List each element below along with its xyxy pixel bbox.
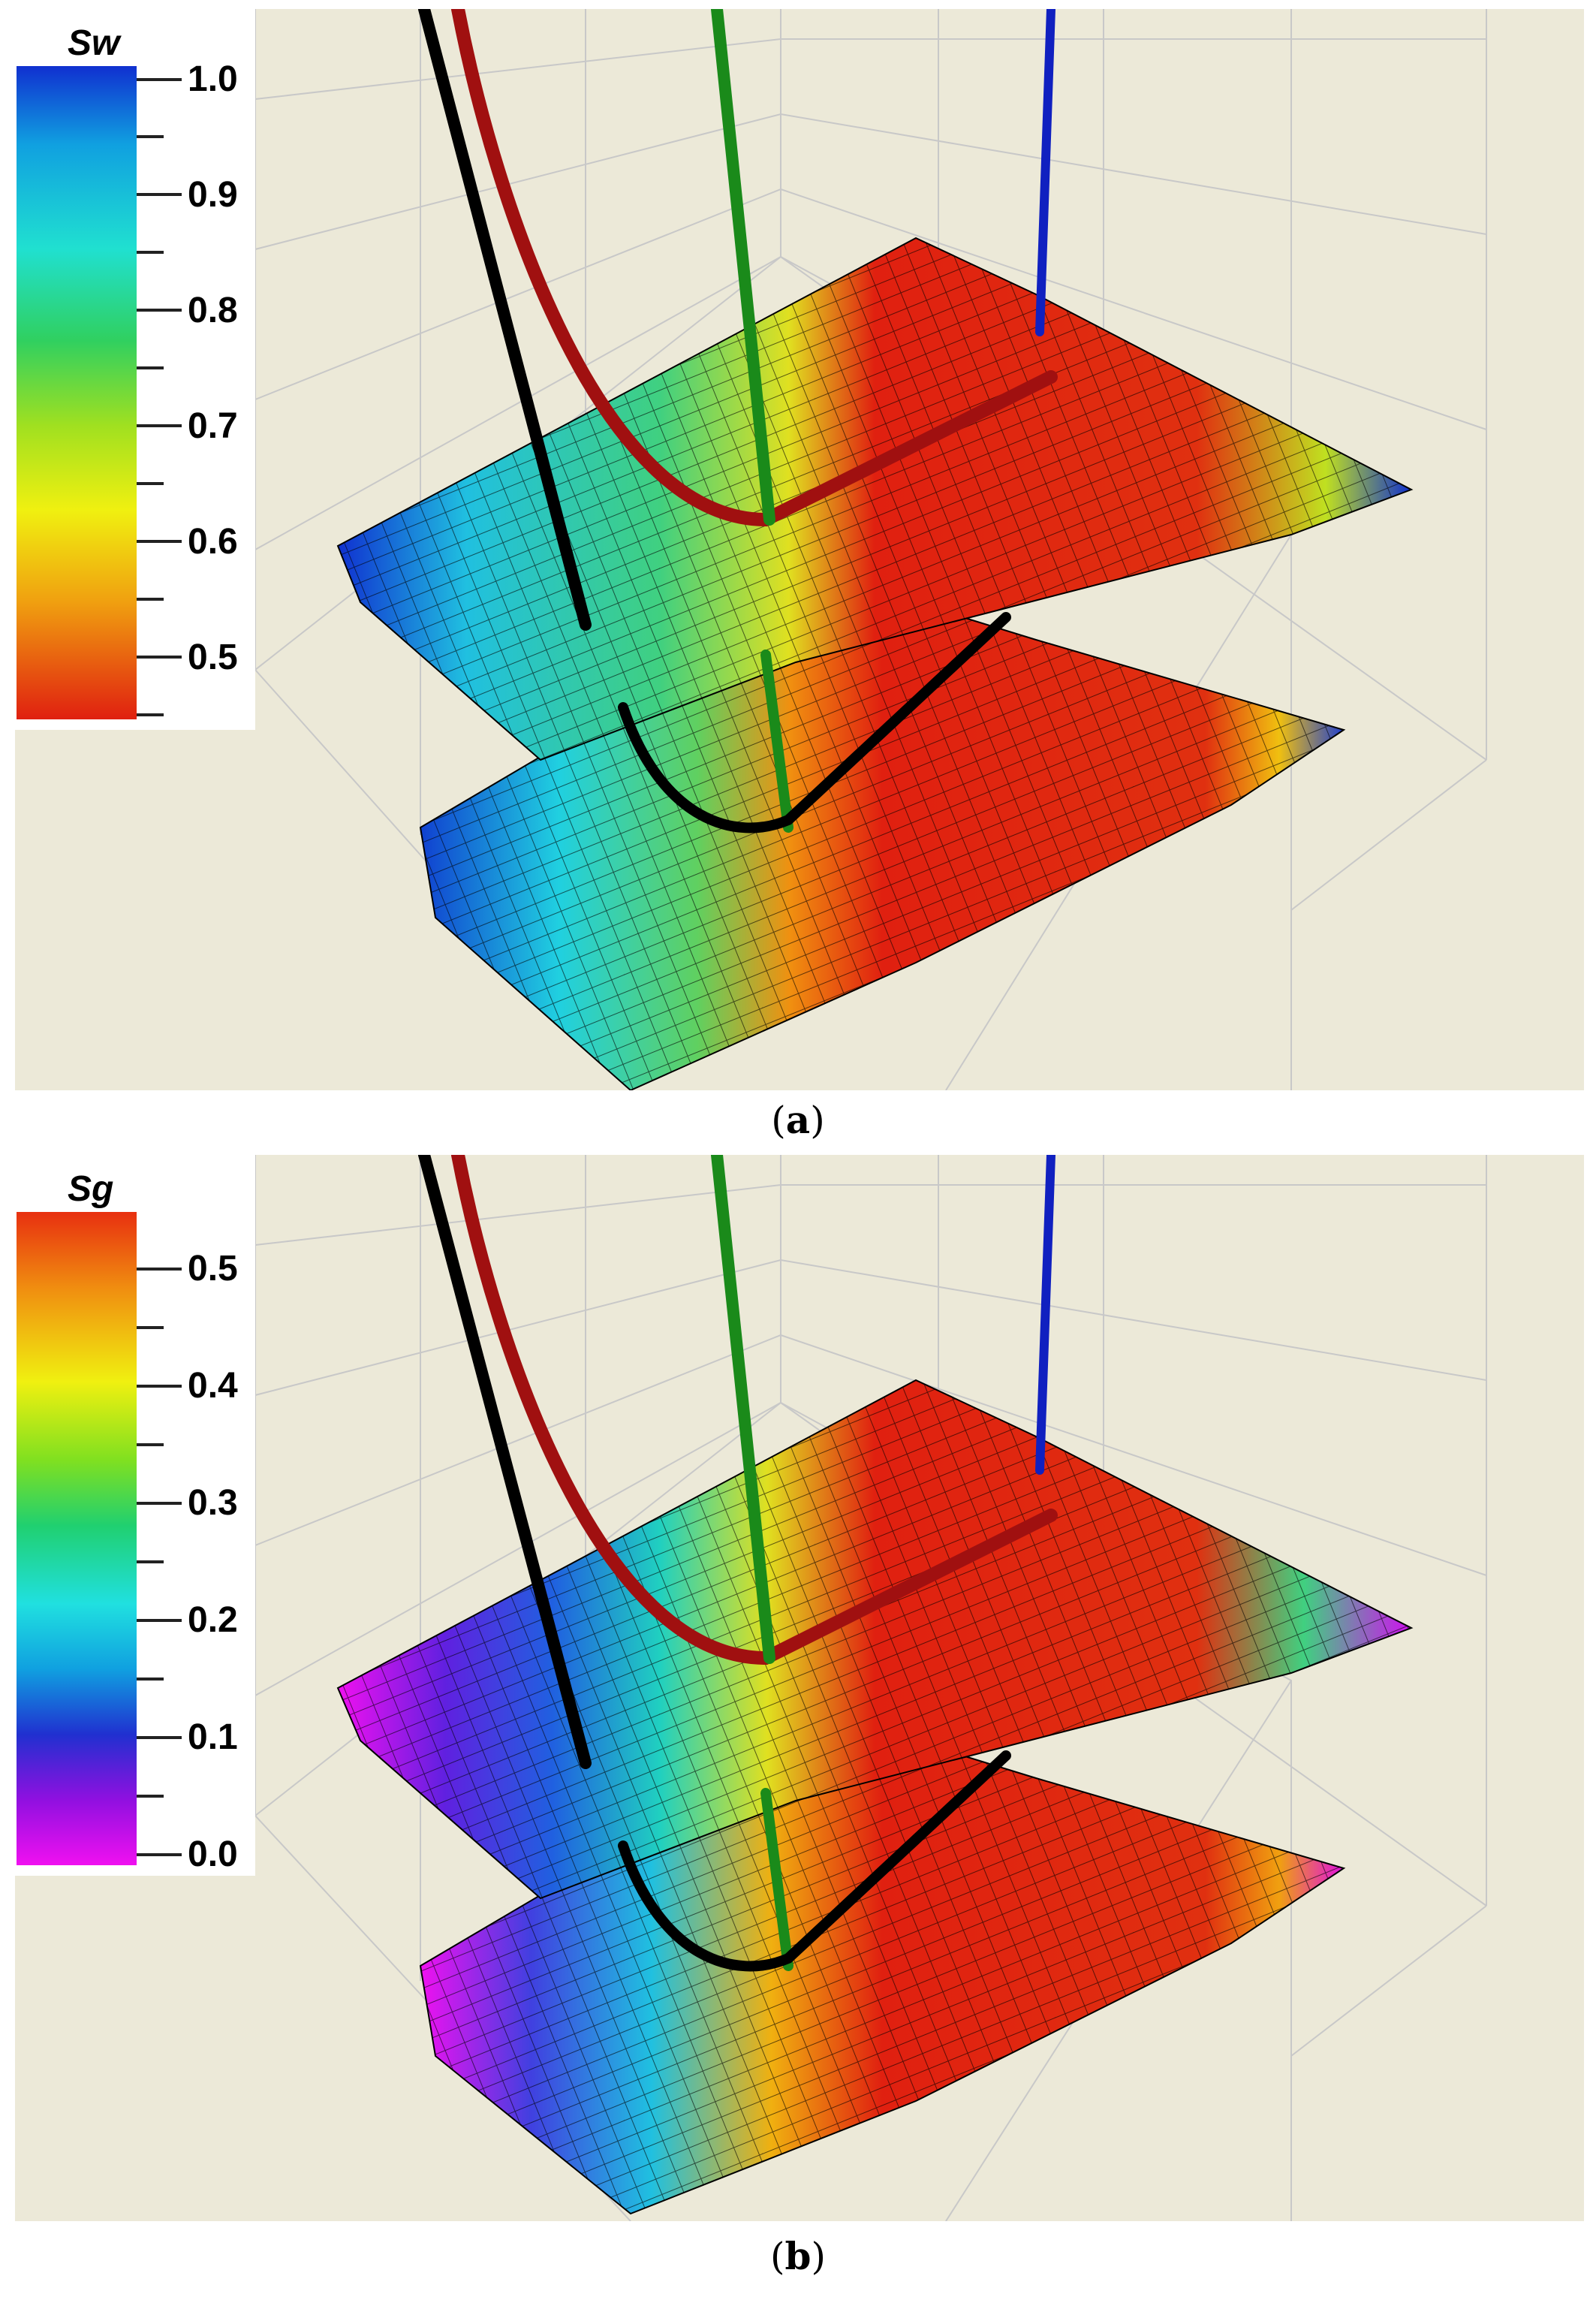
well-blue-b	[1035, 1155, 1055, 1475]
colorbar-a: Sw 1.0 0.9 0.8 0.7 0.6 0.5	[15, 9, 255, 730]
colorbar-title-a: Sw	[68, 23, 120, 63]
reservoir-3d-view-a	[254, 9, 1487, 1090]
well-red-b	[451, 1155, 1058, 1665]
colorbar-tick-label: 0.4	[188, 1366, 238, 1406]
colorbar-b: Sg 0.5 0.4 0.3 0.2 0.1 0.0	[15, 1155, 255, 1876]
colorbar-gradient-b	[17, 1212, 137, 1865]
colorbar-tick-label: 0.6	[188, 522, 238, 562]
panel-caption-b: (b)	[770, 2234, 826, 2278]
well-red-a	[451, 9, 1058, 527]
panel-caption-a: (a)	[771, 1098, 825, 1142]
well-trajectories-b	[418, 1155, 1058, 1972]
well-black-lower-a	[618, 612, 1011, 833]
reservoir-3d-view-b	[254, 1155, 1487, 2221]
colorbar-tick-label: 0.7	[188, 406, 238, 446]
colorbar-gradient-a	[17, 66, 137, 719]
figure-panel-b: Sg 0.5 0.4 0.3 0.2 0.1 0.0	[15, 1155, 1584, 2221]
colorbar-tick-label: 0.5	[188, 638, 238, 677]
colorbar-tick-label: 0.1	[188, 1717, 238, 1757]
colorbar-tick-label: 0.9	[188, 175, 238, 215]
well-trajectories-a	[418, 9, 1058, 833]
colorbar-tick-label: 0.5	[188, 1249, 238, 1289]
well-black-lower-b	[618, 1750, 1011, 1972]
colorbar-tick-label: 1.0	[188, 59, 238, 99]
colorbar-title-b: Sg	[68, 1169, 114, 1209]
upper-saturation-layer-b	[336, 1379, 1414, 1900]
well-black-a	[418, 9, 592, 631]
figure-panel-a: Sw 1.0 0.9 0.8 0.7 0.6 0.5	[15, 9, 1584, 1090]
colorbar-tick-label: 0.8	[188, 291, 238, 330]
upper-saturation-layer-a	[336, 237, 1414, 761]
well-blue-a	[1035, 9, 1055, 336]
well-green-a	[711, 9, 775, 526]
colorbar-tick-label: 0.2	[188, 1600, 238, 1640]
colorbar-tick-label: 0.0	[188, 1834, 238, 1874]
well-green-b	[711, 1155, 775, 1664]
well-black-b	[418, 1155, 592, 1769]
colorbar-tick-label: 0.3	[188, 1483, 238, 1523]
